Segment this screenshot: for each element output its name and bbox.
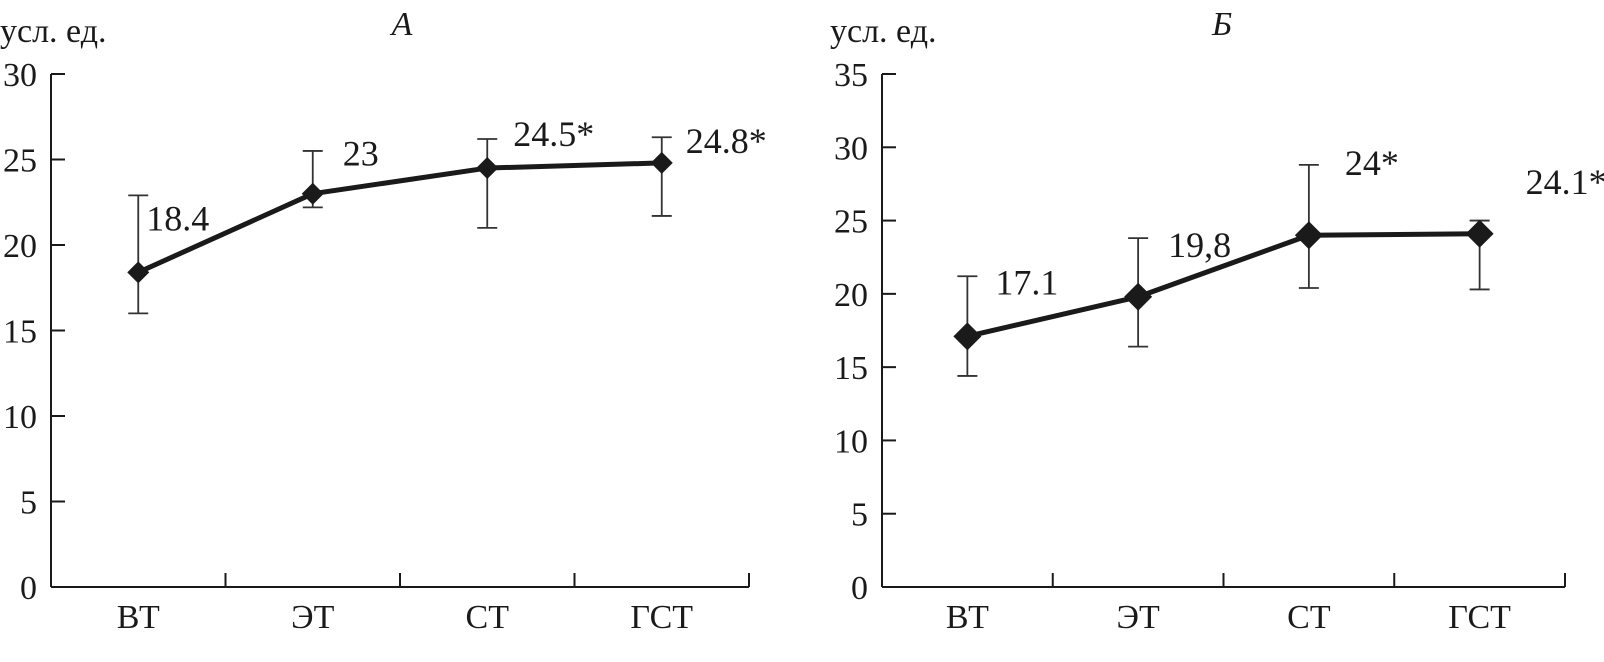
x-tick-label: ЭТ [291,599,334,636]
y-unit-label: усл. ед. [830,13,937,50]
data-point-marker [953,322,982,351]
y-tick-label: 5 [851,497,868,534]
y-tick-label: 15 [3,314,37,351]
x-tick-label: ВТ [946,599,989,636]
panel-title: А [390,6,413,43]
y-tick-label: 25 [3,143,37,180]
panel-title: Б [1211,6,1232,43]
data-label: 24.8* [686,121,767,161]
x-tick-label: ВТ [117,599,160,636]
data-point-marker [476,157,499,180]
y-tick-label: 20 [834,277,868,314]
data-point-marker [1294,221,1323,250]
data-point-marker [1124,282,1153,311]
y-tick-label: 5 [20,485,37,522]
x-tick-label: СТ [466,599,510,636]
y-tick-label: 10 [3,399,37,436]
y-tick-label: 0 [20,570,37,607]
x-tick-label: ГСТ [1448,599,1511,636]
data-point-marker [650,151,673,174]
chart-panel-b: усл. ед. Б 0 5 10 15 20 25 30 35 ВТ ЭТ СТ ГСТ 17.1 19,8… [830,6,1604,636]
y-unit-label: усл. ед. [0,13,107,50]
chart-panel-a: усл. ед. А 0 5 10 15 20 25 30 ВТ ЭТ СТ ГСТ 18.4 23 24.5… [0,6,767,636]
data-point-marker [301,182,324,205]
y-tick-label: 0 [851,570,868,607]
data-point-marker [1465,219,1494,248]
data-label: 24* [1345,143,1399,183]
x-tick-label: СТ [1287,599,1331,636]
x-tick-label: ЭТ [1117,599,1160,636]
series-line [966,231,1480,339]
data-label: 17.1 [995,262,1058,302]
y-tick-label: 20 [3,228,37,265]
data-label: 19,8 [1168,225,1231,265]
y-tick-label: 10 [834,423,868,460]
y-tick-label: 35 [834,57,868,94]
data-label: 24.1* [1526,162,1604,202]
y-tick-label: 30 [834,130,868,167]
series-line [137,160,662,275]
data-label: 23 [343,134,379,174]
data-label: 18.4 [146,198,209,238]
y-tick-label: 25 [834,204,868,241]
x-tick-label: ГСТ [630,599,693,636]
y-tick-label: 30 [3,57,37,94]
data-label: 24.5* [513,114,594,154]
data-point-marker [127,261,150,284]
y-tick-label: 15 [834,350,868,387]
